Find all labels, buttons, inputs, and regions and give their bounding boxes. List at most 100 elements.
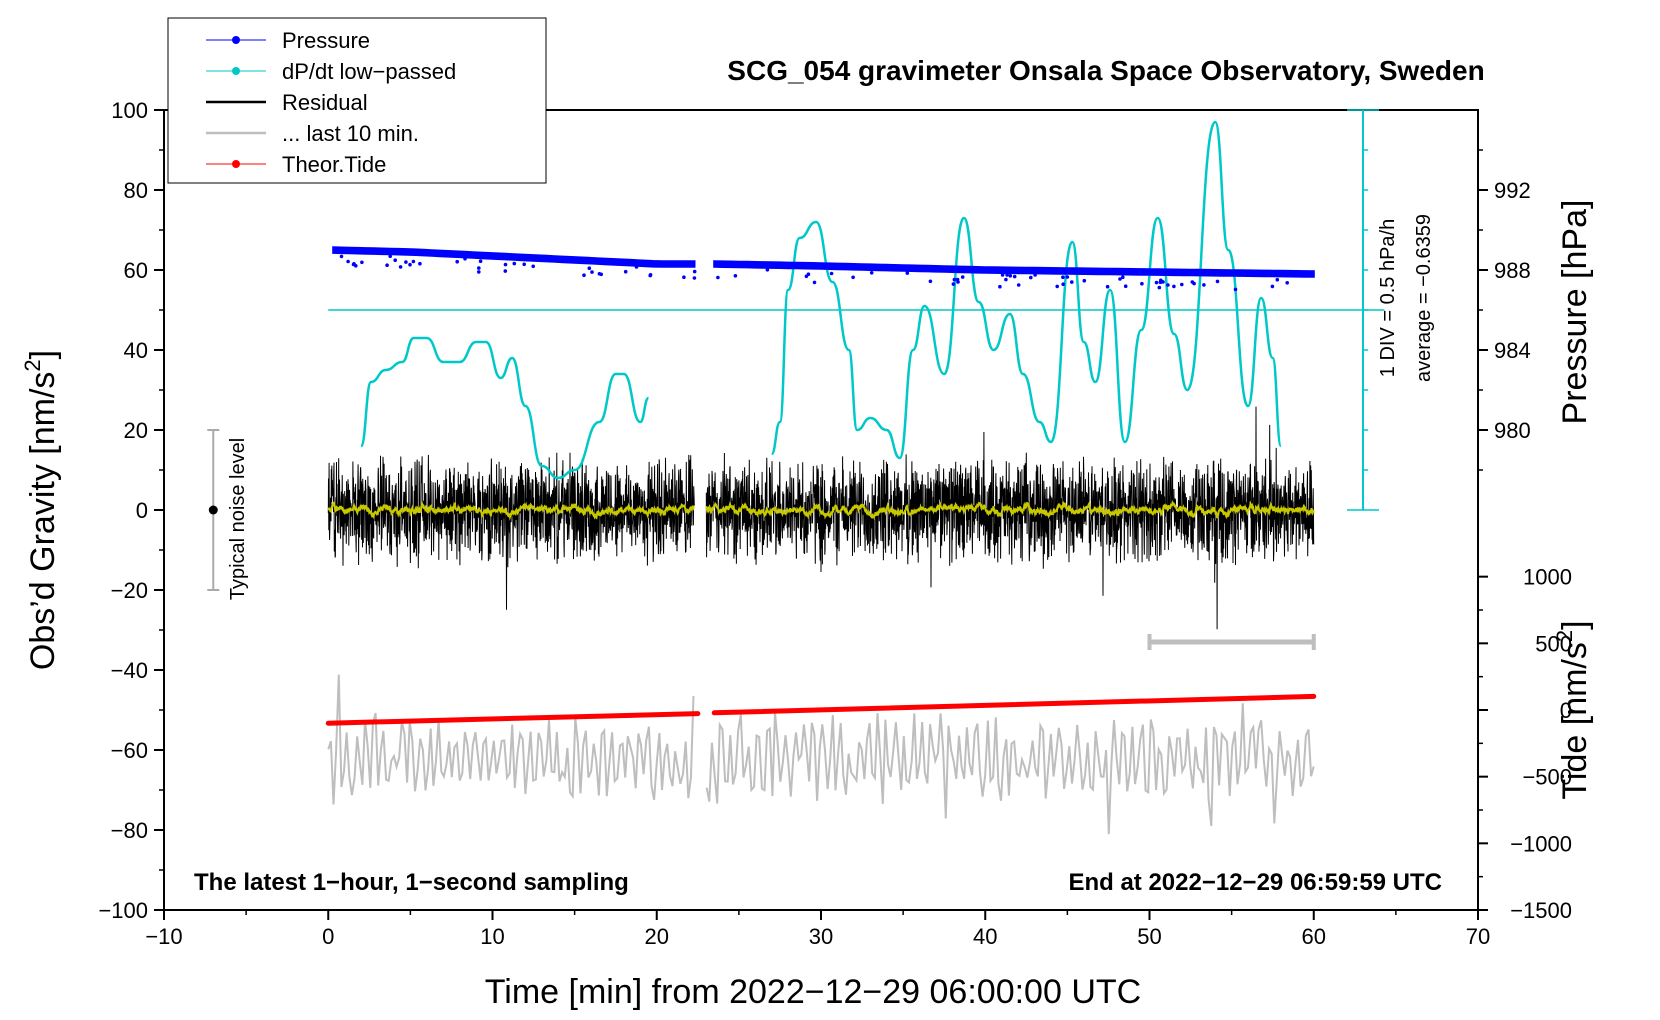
- legend-keys: [206, 36, 266, 168]
- pressure-outlier-dot: [1012, 274, 1017, 279]
- pressure-tick-label: 992: [1494, 178, 1531, 203]
- residual-series: [327, 406, 1315, 630]
- pressure-outlier-dot: [587, 266, 592, 271]
- pressure-tick-label: 988: [1494, 258, 1531, 283]
- residual-line: [705, 406, 1315, 630]
- pressure-outlier-dot: [812, 280, 817, 285]
- pressure-outlier-dot: [1118, 277, 1122, 281]
- legend-key-dot: [232, 160, 240, 168]
- pressure-outlier-dot: [623, 269, 628, 274]
- y-axis-tide-label: Tide [nm/s2]: [1552, 620, 1594, 799]
- dpdt-series: [328, 109, 1385, 511]
- pressure-outlier-dot: [1157, 285, 1162, 290]
- x-tick-label: 60: [1302, 924, 1326, 949]
- x-tick-label: 70: [1466, 924, 1490, 949]
- pressure-outlier-dot: [360, 260, 364, 265]
- pressure-outlier-dot: [1121, 275, 1125, 280]
- pressure-tick-label: 980: [1494, 418, 1531, 443]
- pressure-outlier-dot: [1161, 280, 1165, 284]
- pressure-outlier-dot: [408, 262, 412, 267]
- x-tick-label: 40: [973, 924, 997, 949]
- pressure-outlier-dot: [398, 265, 403, 269]
- pressure-outlier-dot: [1275, 277, 1280, 282]
- legend-key-dot: [232, 67, 240, 75]
- pressure-outlier-dot: [1005, 273, 1009, 277]
- annotation-latest-hour: The latest 1−hour, 1−second sampling: [194, 869, 629, 896]
- y-left-tick-label: 40: [124, 338, 148, 363]
- pressure-outlier-dot: [951, 282, 956, 286]
- pressure-outlier-dot: [477, 270, 481, 274]
- tide-tick-label: 0: [1560, 698, 1572, 723]
- pressure-band: [713, 260, 1315, 278]
- pressure-outlier-dot: [351, 262, 356, 267]
- pressure-outlier-dot: [1061, 275, 1065, 280]
- pressure-outlier-dot: [531, 264, 535, 269]
- legend: Pressure dP/dt low−passed Residual ... l…: [167, 17, 547, 184]
- pressure-outlier-dot: [463, 256, 467, 261]
- chart-title: SCG_054 gravimeter Onsala Space Observat…: [727, 55, 1484, 86]
- pressure-outlier-dot: [634, 265, 639, 269]
- pressure-outlier-dot: [1105, 284, 1110, 289]
- annotation-end-time: End at 2022−12−29 06:59:59 UTC: [1068, 869, 1442, 896]
- pressure-outlier-dot: [1172, 284, 1176, 289]
- pressure-outlier-dot: [503, 262, 508, 267]
- y-left-tick-label: 20: [124, 418, 148, 443]
- pressure-outlier-dot: [1008, 274, 1013, 278]
- y-axis-tide: −1500 −1000 −500 0 500 1000: [1478, 565, 1572, 923]
- x-axis: −10 0 10 20 30 40 50 60 70: [145, 910, 1490, 949]
- x-tick-label: 0: [322, 924, 334, 949]
- pressure-outlier-dot: [512, 261, 517, 266]
- pressure-outlier-dot: [388, 254, 393, 258]
- pressure-outlier-dot: [1166, 283, 1170, 287]
- y-left-tick-label: −20: [111, 578, 148, 603]
- last-10-min-line: [705, 703, 1315, 835]
- pressure-outlier-dot: [960, 275, 965, 279]
- pressure-outlier-dot: [829, 271, 834, 276]
- last-10-min-line: [327, 674, 695, 805]
- tide-tick-label: 1000: [1523, 565, 1572, 590]
- pressure-outlier-dot: [1233, 287, 1238, 292]
- pressure-outlier-dot: [928, 279, 933, 284]
- pressure-outlier-dot: [597, 272, 602, 276]
- pressure-outlier-dot: [733, 274, 738, 278]
- legend-key-dot: [232, 36, 240, 44]
- pressure-outlier-dot: [1061, 282, 1065, 287]
- pressure-outlier-dot: [393, 258, 398, 263]
- pressure-outlier-dot: [1029, 275, 1033, 280]
- pressure-outlier-dot: [765, 268, 770, 272]
- pressure-outlier-dot: [998, 284, 1002, 289]
- residual-mean-line: [327, 499, 695, 521]
- legend-label-last10: ... last 10 min.: [282, 121, 419, 146]
- tide-label-sup: 2: [1552, 630, 1577, 642]
- pressure-outlier-dot: [1180, 282, 1184, 287]
- pressure-tick-label: 984: [1494, 338, 1531, 363]
- y-left-tick-label: 80: [124, 178, 148, 203]
- pressure-series: [332, 246, 1315, 292]
- legend-label-dpdt: dP/dt low−passed: [282, 59, 456, 84]
- pressure-outlier-dot: [1215, 279, 1220, 284]
- pressure-outlier-dot: [1033, 273, 1037, 277]
- x-tick-label: −10: [145, 924, 182, 949]
- x-tick-label: 30: [809, 924, 833, 949]
- y-axis-left-label: Obs’d Gravity [nm/s2]: [20, 350, 62, 670]
- pressure-outlier-dot: [1202, 283, 1206, 287]
- pressure-outlier-dot: [692, 269, 697, 274]
- legend-label-residual: Residual: [282, 90, 368, 115]
- legend-label-pressure: Pressure: [282, 28, 370, 53]
- annotations: [207, 429, 1316, 650]
- dpdt-scale-div-text: 1 DIV = 0.5 hPa/h: [1377, 219, 1399, 377]
- x-tick-label: 50: [1137, 924, 1161, 949]
- dpdt-line: [770, 120, 1283, 460]
- tide-series: [325, 693, 1317, 726]
- pressure-outlier-dot: [648, 273, 653, 277]
- pressure-outlier-dot: [590, 270, 594, 274]
- pressure-outlier-dot: [346, 259, 350, 264]
- tide-tick-label: −500: [1522, 765, 1572, 790]
- noise-level-center-dot: [208, 505, 218, 515]
- pressure-outlier-dot: [851, 275, 855, 280]
- y-left-label-close: ]: [24, 350, 62, 359]
- y-left-tick-label: 100: [111, 98, 148, 123]
- pressure-outlier-dot: [411, 259, 416, 264]
- pressure-outlier-dot: [1140, 281, 1144, 286]
